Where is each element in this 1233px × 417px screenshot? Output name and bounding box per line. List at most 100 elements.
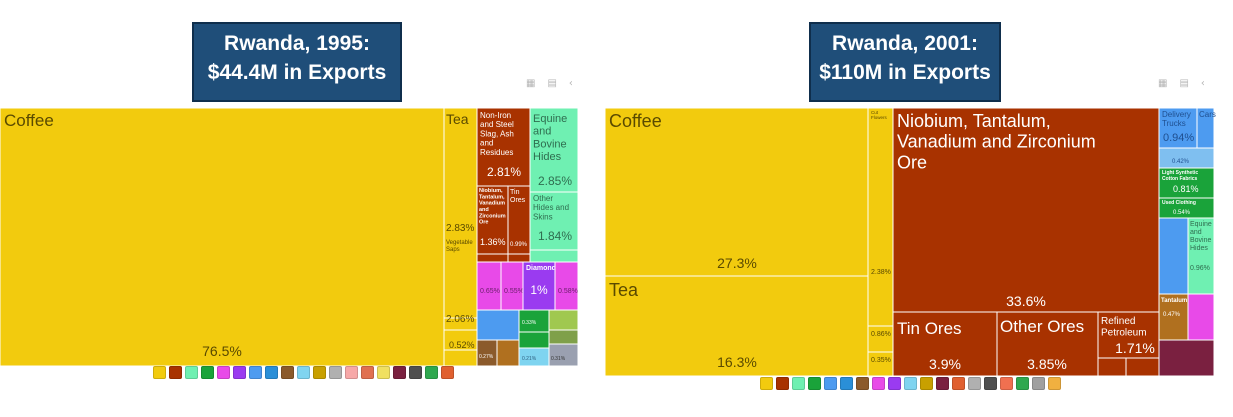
cell-yellow-col2[interactable] [867,325,894,353]
cell-olive2[interactable] [548,329,579,345]
legend-1995-swatch-6[interactable] [249,366,262,379]
cell-green2[interactable] [518,331,550,349]
legend-1995-swatch-5[interactable] [233,366,246,379]
cell-magenta[interactable] [1187,293,1215,341]
cell-blue-grid[interactable] [1158,217,1189,295]
cell-value-yellow-col3: 0.35% [871,357,891,364]
cell-label-delivery-trucks: Delivery [1162,110,1191,119]
cell-label-other-hides: Skins [533,212,553,221]
cell-coffee[interactable] [0,107,445,367]
cell-blue1[interactable] [476,309,520,341]
toolbar-icons-1995[interactable]: ▦▤‹ [526,78,585,89]
legend-2001-swatch-18[interactable] [1048,377,1061,390]
cell-value-yellow-col1: 2.38% [871,269,891,276]
cell-coffee[interactable] [604,107,869,277]
legend-1995-swatch-18[interactable] [441,366,454,379]
cell-value-slag: 2.81% [487,165,521,179]
legend-2001-swatch-14[interactable] [984,377,997,390]
legend-1995[interactable] [153,366,454,382]
cell-value-magenta2: 0.55% [504,288,524,295]
cell-value-tea: 2.83% [446,223,474,234]
cell-other-ores[interactable] [996,311,1099,377]
legend-2001-swatch-5[interactable] [840,377,853,390]
cell-label-light-synthetic: Light Synthetic [1162,170,1198,176]
legend-1995-swatch-7[interactable] [265,366,278,379]
cell-tea[interactable] [443,107,478,319]
legend-2001-swatch-9[interactable] [904,377,917,390]
cell-small-red2[interactable] [1125,357,1160,377]
cell-small-red2[interactable] [507,253,531,263]
legend-2001-swatch-7[interactable] [872,377,885,390]
cell-value-refined-petroleum: 1.71% [1115,340,1155,356]
cell-label-equine-hides: Bovine [533,138,567,150]
legend-2001-swatch-15[interactable] [1000,377,1013,390]
legend-1995-swatch-17[interactable] [425,366,438,379]
legend-2001-swatch-13[interactable] [968,377,981,390]
cell-value-grey1: 0.31% [551,356,566,362]
cell-yellow-col1[interactable] [867,107,894,327]
cell-small-red1[interactable] [476,253,509,263]
legend-1995-swatch-9[interactable] [297,366,310,379]
legend-1995-swatch-1[interactable] [169,366,182,379]
cell-tantalum[interactable] [1158,293,1189,341]
cell-brown1[interactable] [476,339,498,367]
cell-magenta3[interactable] [554,261,579,311]
cell-equine-hides[interactable] [1187,217,1215,295]
cell-label-cut-flowers: Flowers [871,115,888,120]
legend-2001-swatch-3[interactable] [808,377,821,390]
cell-brown2[interactable] [496,339,520,367]
legend-2001-swatch-17[interactable] [1032,377,1045,390]
legend-1995-swatch-13[interactable] [361,366,374,379]
legend-2001[interactable] [760,377,1061,393]
cell-blue-small[interactable] [1158,147,1215,169]
cell-value-delivery-trucks: 0.94% [1163,132,1194,144]
legend-2001-swatch-8[interactable] [888,377,901,390]
legend-1995-swatch-2[interactable] [185,366,198,379]
cell-label-cut-flowers: Cut [871,110,879,115]
legend-2001-swatch-6[interactable] [856,377,869,390]
cell-niobium[interactable] [892,107,1160,313]
legend-1995-swatch-8[interactable] [281,366,294,379]
cell-small-green[interactable] [529,249,579,263]
legend-2001-swatch-10[interactable] [920,377,933,390]
chart-title-line1: Rwanda, 1995: [224,32,370,55]
legend-1995-swatch-14[interactable] [377,366,390,379]
cell-small-yellow[interactable] [443,349,478,367]
cell-light-synthetic[interactable] [1158,167,1215,199]
cell-olive1[interactable] [548,309,579,331]
legend-1995-swatch-12[interactable] [345,366,358,379]
legend-2001-swatch-2[interactable] [792,377,805,390]
toolbar-icons-2001[interactable]: ▦▤‹ [1158,78,1217,89]
legend-1995-swatch-0[interactable] [153,366,166,379]
legend-1995-swatch-10[interactable] [313,366,326,379]
legend-2001-swatch-4[interactable] [824,377,837,390]
cell-magenta1[interactable] [476,261,502,311]
cell-magenta2[interactable] [500,261,524,311]
legend-2001-swatch-16[interactable] [1016,377,1029,390]
cell-grey1[interactable] [548,343,579,367]
cell-small-red1[interactable] [1097,357,1127,377]
cell-label-other-ores: Other Ores [1000,317,1084,336]
cell-yellow-col3[interactable] [867,351,894,377]
cell-label-tin-ores: Ores [510,197,526,204]
cell-refined-petroleum[interactable] [1097,311,1160,359]
cell-tea[interactable] [604,275,869,377]
legend-2001-swatch-0[interactable] [760,377,773,390]
legend-2001-swatch-1[interactable] [776,377,789,390]
legend-2001-swatch-11[interactable] [936,377,949,390]
cell-delivery-trucks[interactable] [1158,107,1198,149]
legend-1995-swatch-16[interactable] [409,366,422,379]
legend-1995-swatch-15[interactable] [393,366,406,379]
cell-misc-bottom[interactable] [1158,339,1215,377]
legend-1995-swatch-4[interactable] [217,366,230,379]
cell-value-niobium: 1.36% [480,237,506,247]
legend-2001-swatch-12[interactable] [952,377,965,390]
cell-value-tea: 16.3% [717,354,757,370]
legend-1995-swatch-11[interactable] [329,366,342,379]
cell-label-niobium: Zirconium [479,213,506,219]
legend-1995-swatch-3[interactable] [201,366,214,379]
cell-label-slag: Slag, Ash [480,129,514,138]
cell-label-equine-hides: Equine [533,113,567,125]
